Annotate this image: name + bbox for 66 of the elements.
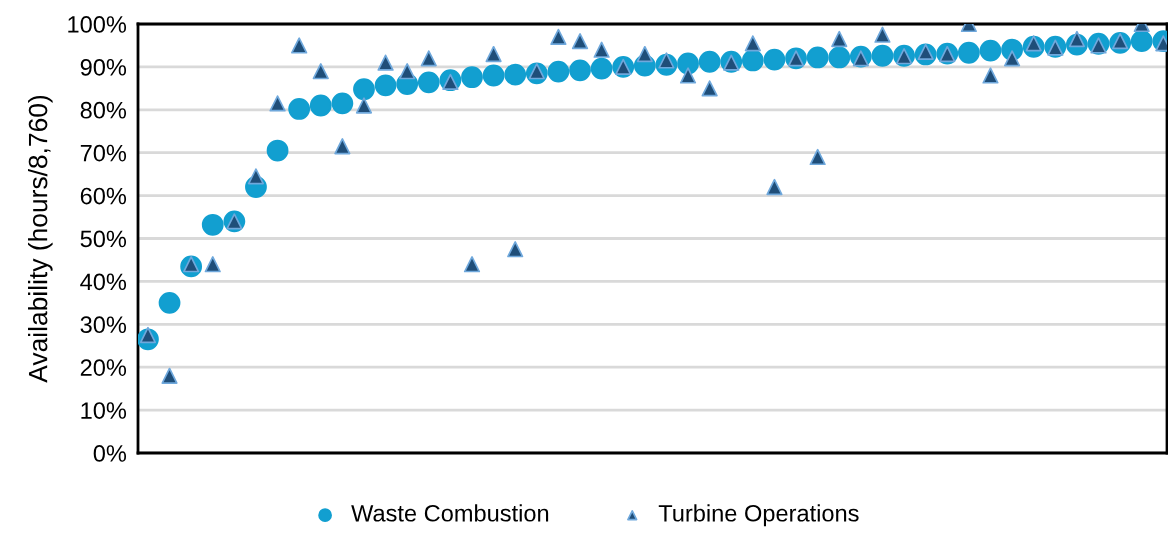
y-tick-label: 50% [80, 230, 127, 248]
point [355, 97, 373, 114]
y-tick-label: 90% [80, 58, 127, 76]
y-tick-label: 60% [80, 187, 127, 205]
y-tick-label: 40% [80, 273, 127, 291]
point [161, 367, 178, 384]
point [701, 80, 718, 97]
point [463, 256, 481, 273]
point [377, 54, 394, 71]
point [158, 291, 181, 314]
point [247, 168, 265, 185]
point [547, 60, 570, 83]
point [763, 48, 786, 71]
y-tick-label: 70% [80, 144, 127, 162]
point [485, 45, 502, 63]
point [744, 35, 761, 52]
point [353, 78, 375, 101]
point [590, 57, 613, 80]
point [309, 94, 332, 117]
y-tick-label: 10% [81, 402, 127, 419]
point [569, 59, 591, 82]
point [204, 256, 221, 273]
point [766, 178, 783, 196]
point [593, 41, 610, 58]
point [334, 138, 351, 155]
point [871, 44, 894, 67]
point [741, 49, 764, 72]
point [374, 74, 397, 97]
point [1003, 50, 1021, 67]
point [698, 50, 721, 73]
point [636, 45, 653, 63]
y-tick-label: 30% [80, 316, 127, 334]
point [806, 46, 829, 69]
point [266, 139, 289, 162]
y-tick-label: 0% [93, 445, 127, 462]
point [291, 37, 308, 54]
point [507, 241, 524, 258]
legend-label: Turbine Operations [658, 504, 859, 527]
point [550, 28, 567, 45]
point [957, 41, 980, 64]
point [201, 213, 224, 236]
point [269, 95, 286, 112]
point [420, 50, 437, 67]
point [874, 26, 891, 43]
point [828, 46, 851, 69]
point [417, 71, 440, 94]
point [831, 30, 848, 48]
point [809, 148, 826, 166]
y-axis-title: Availability (hours/8,760) [28, 95, 53, 383]
point [331, 92, 354, 115]
y-tick-label: 20% [80, 359, 127, 376]
point [399, 63, 416, 80]
point [1068, 30, 1086, 48]
legend-label: Waste Combustion [351, 504, 549, 522]
point [1130, 30, 1153, 53]
point [679, 67, 697, 84]
point [312, 63, 329, 80]
point [979, 39, 1002, 62]
point [482, 64, 505, 87]
y-tick-label: 100% [68, 16, 127, 33]
point [571, 33, 589, 50]
point [504, 63, 527, 86]
y-tick-label: 80% [80, 101, 127, 119]
point [288, 98, 311, 120]
point [982, 67, 999, 84]
point [461, 66, 483, 89]
